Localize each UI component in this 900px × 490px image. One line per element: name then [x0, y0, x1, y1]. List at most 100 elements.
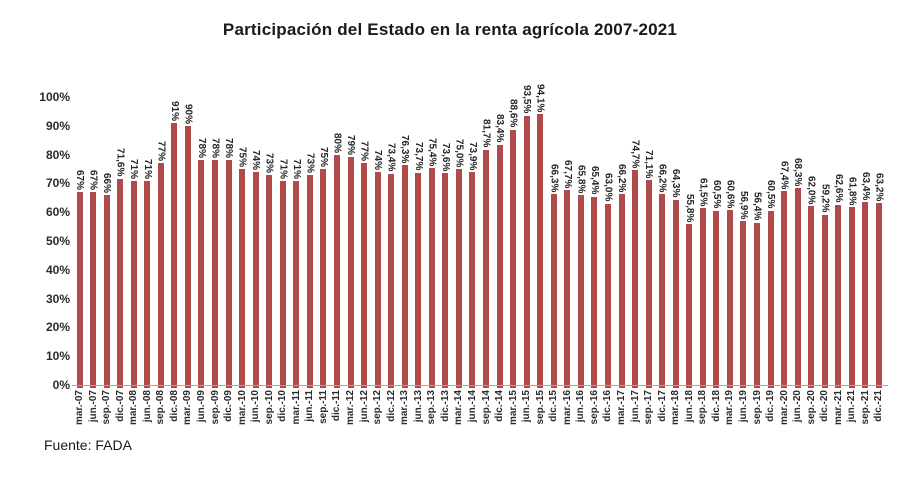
bar-value-label: 60,6% — [724, 180, 736, 209]
bar — [781, 190, 788, 388]
x-tick-label: dic.-17 — [656, 390, 668, 422]
x-tick-label: sep.-20 — [805, 390, 817, 425]
bar-value-label: 73,9% — [466, 141, 478, 171]
bar — [117, 178, 124, 388]
x-tick-label: dic.-10 — [277, 390, 289, 422]
x-tick-label: jun.-13 — [412, 390, 424, 423]
bar-value-label: 60,5% — [765, 180, 777, 209]
bar — [794, 188, 801, 388]
bar-value-label: 75% — [236, 146, 248, 167]
bar — [76, 192, 83, 388]
bar — [686, 224, 693, 388]
x-tick-label: sep.-21 — [859, 390, 871, 425]
x-tick-label: sep.-16 — [588, 390, 600, 425]
bar — [469, 172, 476, 388]
bar — [171, 122, 178, 388]
bar — [401, 165, 408, 388]
bar — [632, 169, 639, 388]
x-tick-label: jun.-12 — [358, 390, 370, 423]
bar-value-label: 71% — [277, 158, 289, 179]
bar-value-label: 56,9% — [737, 190, 749, 220]
bar — [821, 214, 828, 388]
x-tick-label: jun.-07 — [87, 390, 99, 423]
x-tick-label: jun.-16 — [575, 390, 587, 423]
bar-value-label: 78% — [195, 138, 207, 159]
bar-value-label: 68,3% — [792, 157, 804, 187]
x-tick-label: dic.-14 — [494, 390, 506, 422]
bar — [618, 194, 625, 388]
bar — [442, 173, 449, 388]
bar — [496, 144, 503, 388]
x-tick-label: jun.-20 — [792, 390, 804, 423]
bar-value-label: 91% — [168, 100, 180, 121]
bar-value-label: 73% — [304, 152, 316, 173]
bar — [320, 169, 327, 388]
bar — [808, 206, 815, 388]
x-tick-label: jun.-11 — [304, 390, 316, 422]
bar-value-label: 73,7% — [412, 142, 424, 171]
x-tick-label: jun.-14 — [466, 390, 478, 423]
x-tick-label: mar.-13 — [399, 390, 411, 426]
bar — [550, 194, 557, 388]
x-tick-label: jun.-08 — [141, 390, 153, 423]
x-tick-label: jun.-09 — [195, 390, 207, 423]
bar-value-label: 74% — [250, 149, 262, 170]
bar — [848, 207, 855, 388]
bar-value-label: 59,2% — [819, 184, 831, 213]
x-tick-label: dic.-09 — [223, 390, 235, 422]
x-tick-label: mar.-14 — [453, 390, 465, 426]
x-tick-label: sep.-18 — [697, 390, 709, 425]
y-tick-label: 70% — [45, 176, 70, 191]
x-tick-label: sep.-09 — [209, 390, 221, 425]
bar-value-label: 65,4% — [588, 166, 600, 195]
x-tick-label: jun.-10 — [250, 390, 262, 423]
bar-value-label: 62,0% — [805, 176, 817, 205]
bar-value-label: 67% — [87, 170, 99, 191]
bar — [279, 180, 286, 388]
bar — [239, 169, 246, 388]
bar-value-label: 77% — [358, 141, 370, 162]
x-tick-label: sep.-19 — [751, 390, 763, 425]
bar — [767, 210, 774, 388]
x-tick-label: dic.-15 — [548, 390, 560, 422]
bar — [306, 174, 313, 388]
bar — [659, 194, 666, 388]
x-axis-line — [72, 385, 888, 386]
x-tick-label: sep.-13 — [426, 390, 438, 425]
bar — [862, 202, 869, 388]
x-tick-label: mar.-07 — [74, 390, 85, 426]
x-tick-label: sep.-11 — [317, 390, 329, 424]
bar — [754, 222, 760, 388]
bar-value-label: 94,1% — [534, 83, 546, 112]
bar — [699, 207, 706, 388]
x-tick-label: sep.-07 — [101, 390, 113, 425]
y-tick-label: 50% — [45, 234, 70, 248]
bar-value-label: 60,5% — [710, 180, 722, 209]
x-tick-label: jun.-21 — [846, 390, 858, 423]
x-tick-label: dic.-07 — [114, 390, 126, 422]
bar-value-label: 66% — [101, 172, 113, 193]
y-tick-label: 30% — [45, 291, 70, 306]
bar — [510, 129, 517, 388]
x-tick-label: mar.-18 — [670, 390, 682, 426]
x-tick-label: mar.-19 — [724, 390, 736, 426]
bar-value-label: 66,2% — [616, 164, 627, 193]
x-tick-label: dic.-16 — [602, 390, 614, 422]
bar — [577, 195, 584, 388]
x-tick-label: sep.-10 — [263, 390, 275, 425]
y-tick-label: 80% — [45, 147, 70, 162]
x-tick-label: jun.-18 — [683, 390, 695, 423]
bar-value-label: 66,2% — [656, 164, 668, 193]
bar — [875, 202, 882, 388]
bar-value-label: 67% — [74, 170, 85, 191]
bar — [835, 204, 842, 388]
x-tick-label: dic.-12 — [385, 390, 397, 422]
bar — [726, 210, 733, 388]
x-tick-label: mar.-15 — [507, 390, 519, 426]
bar-value-label: 73% — [263, 152, 275, 173]
bar-value-label: 67,4% — [778, 160, 790, 189]
x-tick-label: mar.-17 — [616, 390, 627, 426]
x-tick-label: mar.-08 — [128, 390, 140, 426]
bar-value-label: 71% — [141, 158, 153, 179]
x-tick-label: dic.-13 — [439, 390, 451, 422]
